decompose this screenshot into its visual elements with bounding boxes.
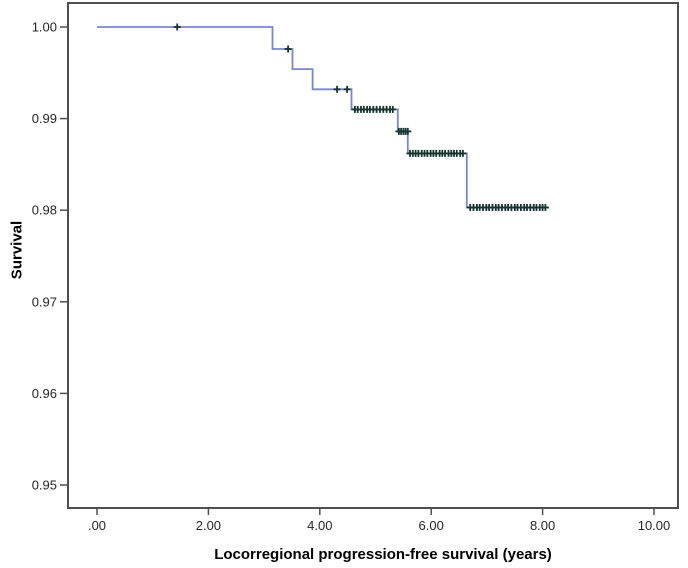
y-tick-label: 0.96 <box>32 386 57 401</box>
y-axis-title: Survival <box>8 220 26 280</box>
x-tick-label: 6.00 <box>419 518 444 533</box>
y-tick-label: 1.00 <box>32 20 57 35</box>
plot-frame <box>67 2 679 509</box>
x-tick-label: 4.00 <box>307 518 332 533</box>
x-tick-label: 2.00 <box>196 518 221 533</box>
y-tick-label: 0.95 <box>32 478 57 493</box>
y-tick-label: 0.98 <box>32 203 57 218</box>
survival-curve <box>97 26 548 209</box>
x-tick-label: .00 <box>88 518 106 533</box>
x-tick-label: 8.00 <box>530 518 555 533</box>
x-axis-title: Locorregional progression-free survival … <box>214 546 552 563</box>
y-tick-label: 0.99 <box>32 111 57 126</box>
y-tick-label: 0.97 <box>32 294 57 309</box>
x-tick-label: 10.00 <box>638 518 671 533</box>
